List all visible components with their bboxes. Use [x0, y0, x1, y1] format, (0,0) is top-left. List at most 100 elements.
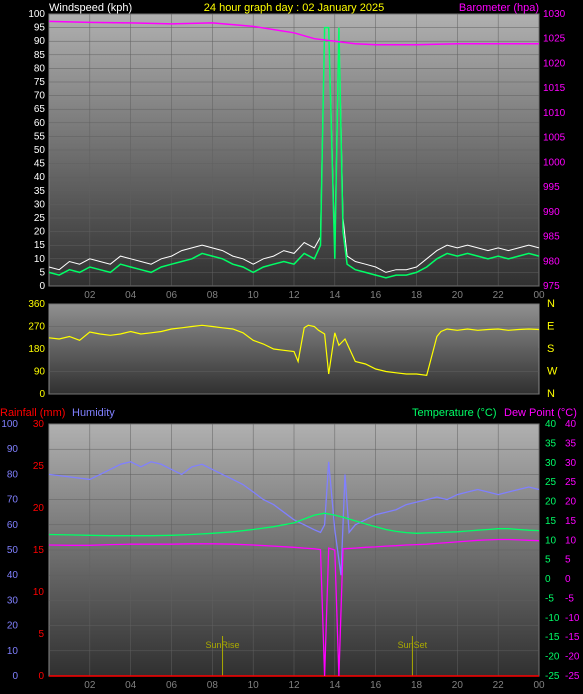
temp-tick: 15 — [545, 516, 557, 527]
dir-tick: 270 — [28, 322, 45, 333]
dew-tick: 10 — [565, 535, 577, 546]
temp-tick: 30 — [545, 458, 557, 469]
hour-tick: 16 — [370, 680, 382, 691]
hour-tick: 20 — [452, 680, 464, 691]
wind-tick: 30 — [34, 199, 46, 210]
baro-tick: 1000 — [543, 157, 566, 168]
humidity-tick: 0 — [12, 671, 18, 682]
hour-tick: 02 — [84, 680, 96, 691]
metric-label: Rainfall (mm) — [0, 407, 65, 419]
dir-tick: 90 — [34, 367, 46, 378]
temp-tick: 35 — [545, 438, 557, 449]
dew-tick: 20 — [565, 497, 577, 508]
rainfall-tick: 20 — [33, 503, 45, 514]
wind-tick: 40 — [34, 172, 46, 183]
windspeed-label: Windspeed (kph) — [49, 2, 132, 14]
hour-tick: 18 — [411, 680, 423, 691]
compass-label: N — [547, 298, 555, 310]
hour-tick: 12 — [288, 290, 300, 301]
wind-tick: 25 — [34, 213, 46, 224]
dew-tick: 5 — [565, 555, 571, 566]
chart-svg: 0510152025303540455055606570758085909510… — [0, 0, 583, 694]
hour-tick: 14 — [329, 680, 341, 691]
humidity-tick: 90 — [7, 444, 19, 455]
compass-label: E — [547, 321, 554, 333]
barometer-label: Barometer (hpa) — [459, 2, 539, 14]
humidity-tick: 100 — [1, 419, 18, 430]
dew-tick: 25 — [565, 477, 577, 488]
compass-label: W — [547, 366, 558, 378]
hour-tick: 08 — [207, 290, 219, 301]
metric-label: Dew Point (°C) — [504, 407, 577, 419]
sun-marker: SunRise — [206, 640, 240, 650]
temp-tick: -20 — [545, 652, 560, 663]
baro-tick: 975 — [543, 281, 560, 292]
wind-tick: 5 — [39, 267, 45, 278]
compass-label: S — [547, 343, 554, 355]
wind-tick: 15 — [34, 240, 46, 251]
humidity-tick: 20 — [7, 621, 19, 632]
wind-tick: 10 — [34, 254, 46, 265]
wind-tick: 85 — [34, 50, 46, 61]
humidity-tick: 70 — [7, 495, 19, 506]
dew-tick: 30 — [565, 458, 577, 469]
baro-tick: 1030 — [543, 9, 566, 20]
hour-tick: 08 — [207, 680, 219, 691]
wind-tick: 45 — [34, 159, 46, 170]
hour-tick: 22 — [493, 290, 505, 301]
baro-tick: 1010 — [543, 108, 566, 119]
baro-tick: 985 — [543, 232, 560, 243]
hour-tick: 06 — [166, 680, 178, 691]
dew-tick: 15 — [565, 516, 577, 527]
baro-tick: 1015 — [543, 83, 566, 94]
wind-tick: 65 — [34, 104, 46, 115]
dew-tick: -10 — [565, 613, 580, 624]
baro-tick: 1025 — [543, 34, 566, 45]
wind-tick: 55 — [34, 131, 46, 142]
temp-tick: -25 — [545, 671, 560, 682]
humidity-tick: 80 — [7, 469, 19, 480]
hour-tick: 16 — [370, 290, 382, 301]
dew-tick: -15 — [565, 632, 580, 643]
humidity-tick: 60 — [7, 520, 19, 531]
dew-tick: -20 — [565, 652, 580, 663]
hour-tick: 12 — [288, 680, 300, 691]
rainfall-tick: 0 — [38, 671, 44, 682]
wind-tick: 95 — [34, 23, 46, 34]
dir-tick: 0 — [39, 389, 45, 400]
hour-tick: 20 — [452, 290, 464, 301]
wind-tick: 60 — [34, 118, 46, 129]
sun-marker: SunSet — [398, 640, 428, 650]
dew-tick: -25 — [565, 671, 580, 682]
temp-tick: 25 — [545, 477, 557, 488]
temp-tick: -5 — [545, 593, 554, 604]
wind-tick: 100 — [28, 9, 45, 20]
temp-tick: 20 — [545, 497, 557, 508]
rainfall-tick: 15 — [33, 545, 45, 556]
hour-tick: 04 — [125, 680, 137, 691]
chart-container: 0510152025303540455055606570758085909510… — [0, 0, 583, 694]
temp-tick: 5 — [545, 555, 551, 566]
baro-tick: 1005 — [543, 133, 566, 144]
wind-tick: 75 — [34, 77, 46, 88]
dir-tick: 360 — [28, 299, 45, 310]
hour-tick: 02 — [84, 290, 96, 301]
wind-tick: 50 — [34, 145, 46, 156]
baro-tick: 1020 — [543, 58, 566, 69]
dir-tick: 180 — [28, 344, 45, 355]
wind-tick: 0 — [39, 281, 45, 292]
hour-tick: 04 — [125, 290, 137, 301]
humidity-tick: 50 — [7, 545, 19, 556]
compass-label: N — [547, 388, 555, 400]
rainfall-tick: 30 — [33, 419, 45, 430]
wind-tick: 20 — [34, 227, 46, 238]
hour-tick: 10 — [248, 680, 260, 691]
wind-tick: 70 — [34, 91, 46, 102]
wind-tick: 90 — [34, 36, 46, 47]
temp-tick: -10 — [545, 613, 560, 624]
metric-label: Humidity — [72, 407, 115, 419]
dew-tick: 0 — [565, 574, 571, 585]
hour-tick: 14 — [329, 290, 341, 301]
dew-tick: 40 — [565, 419, 577, 430]
chart-title: 24 hour graph day : 02 January 2025 — [204, 2, 384, 14]
